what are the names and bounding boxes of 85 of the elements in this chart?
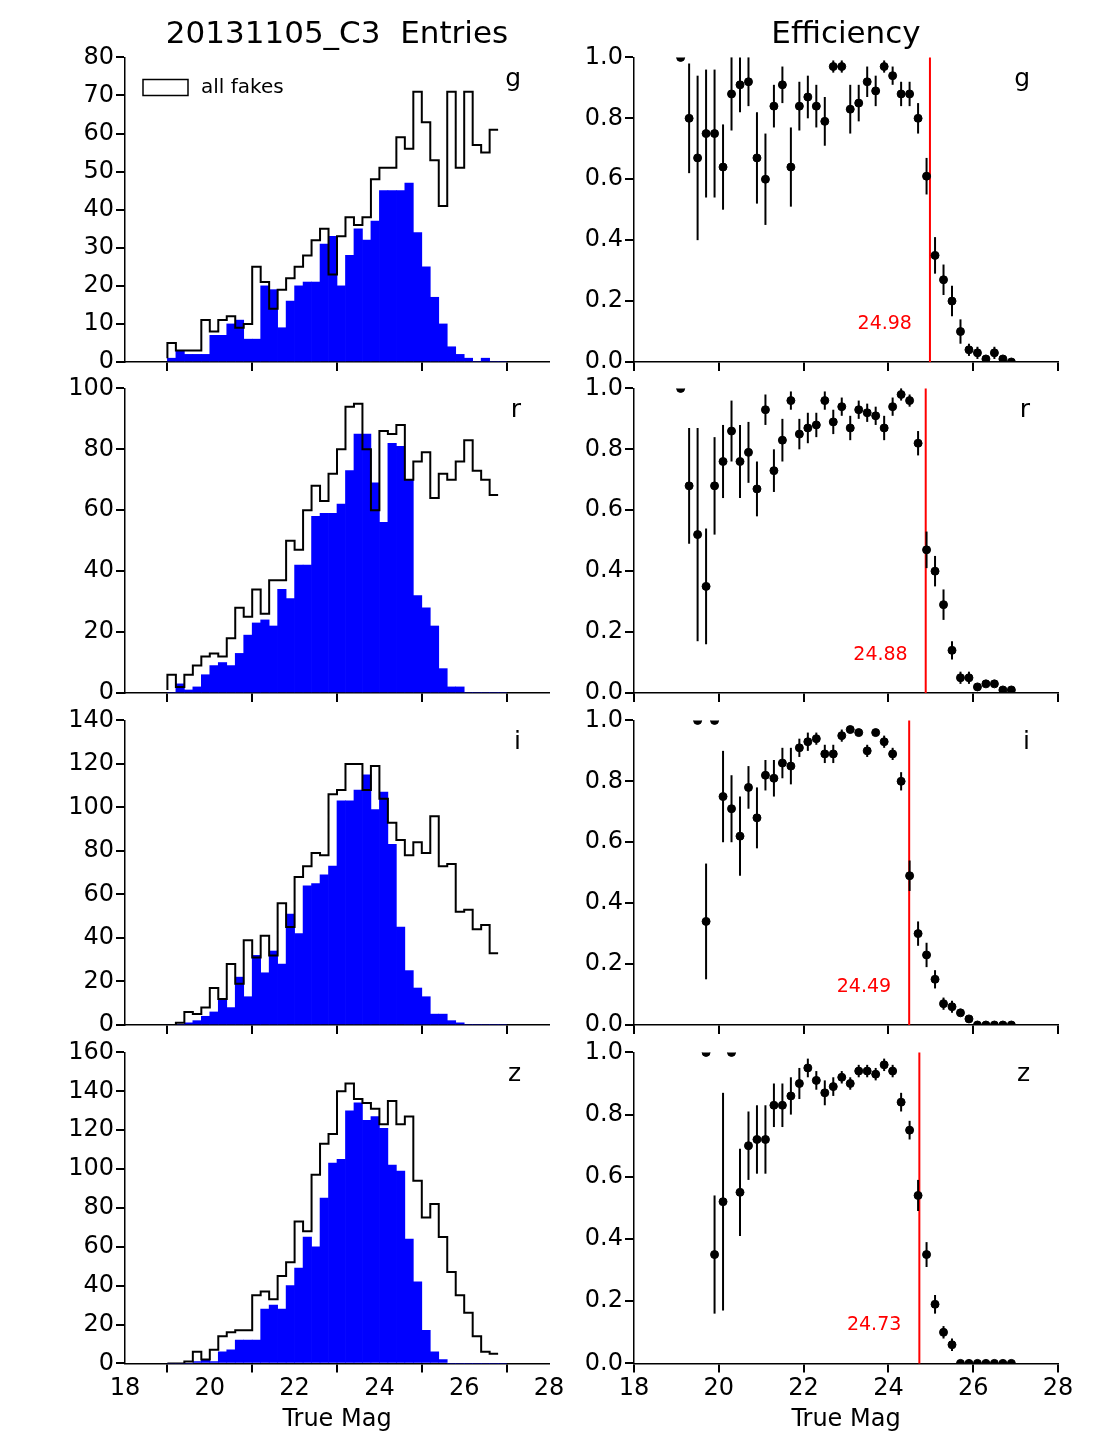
y-tick-label: 0.8: [584, 765, 623, 794]
x-tick-label: 18: [618, 1373, 650, 1402]
y-tick-label: 0.4: [584, 887, 623, 916]
y-tick-label: 100: [68, 791, 114, 820]
y-tick-label: 0.4: [584, 224, 623, 253]
y-tick-label: 10: [83, 308, 114, 337]
annotation: r: [510, 393, 522, 423]
y-tick-label: 0: [98, 1009, 114, 1038]
x-tick-label: 20: [194, 1373, 226, 1402]
y-tick-label: 20: [83, 270, 114, 299]
ref-line-label: 24.49: [836, 973, 892, 996]
y-tick-label: 20: [83, 1308, 114, 1337]
x-tick-label: 26: [448, 1373, 480, 1402]
y-tick-label: 100: [68, 372, 114, 401]
y-tick-label: 0: [98, 677, 114, 706]
x-tick-label: 28: [1042, 1373, 1074, 1402]
y-tick-label: 0.6: [584, 826, 623, 855]
y-tick-label: 1.0: [584, 372, 623, 401]
x-tick-label: 28: [533, 1373, 565, 1402]
y-tick-label: 120: [68, 1114, 114, 1143]
y-tick-label: 70: [83, 79, 114, 108]
y-tick-label: 0: [98, 1347, 114, 1376]
y-tick-label: 50: [83, 155, 114, 184]
y-tick-label: 0.4: [584, 1223, 623, 1252]
chart-title: 20131105_C3 Entries: [164, 14, 510, 50]
y-tick-label: 0.6: [584, 494, 623, 523]
x-tick-label: 22: [279, 1373, 310, 1402]
y-tick-label: 1.0: [584, 704, 623, 733]
y-tick-label: 100: [68, 1153, 114, 1182]
y-tick-label: 1.0: [584, 1036, 623, 1065]
y-tick-label: 160: [68, 1036, 114, 1065]
y-tick-label: 1.0: [584, 41, 623, 70]
y-tick-label: 0.6: [584, 1161, 623, 1190]
y-tick-label: 140: [68, 704, 114, 733]
y-tick-label: 0.0: [584, 1009, 623, 1038]
x-tick-label: 18: [109, 1373, 141, 1402]
y-tick-label: 40: [83, 1269, 114, 1298]
y-tick-label: 0.2: [584, 948, 623, 977]
annotation: i: [1023, 725, 1030, 755]
annotation: z: [1016, 1057, 1030, 1087]
y-tick-label: 80: [83, 835, 114, 864]
x-axis-title: True Mag: [790, 1403, 901, 1432]
x-axis-title: True Mag: [281, 1403, 392, 1432]
annotation: r: [1019, 393, 1031, 423]
y-tick-label: 60: [83, 878, 114, 907]
ref-line-label: 24.88: [853, 641, 908, 664]
y-tick-label: 0.0: [584, 346, 623, 375]
y-tick-label: 80: [83, 41, 114, 70]
annotation: g: [505, 62, 521, 92]
y-tick-label: 0.2: [584, 285, 623, 314]
x-tick-label: 24: [873, 1373, 904, 1402]
ref-line-label: 24.73: [846, 1312, 902, 1335]
x-tick-label: 22: [788, 1373, 819, 1402]
y-tick-label: 140: [68, 1075, 114, 1104]
annotation: i: [514, 725, 521, 755]
x-tick-label: 26: [957, 1373, 989, 1402]
y-tick-label: 60: [83, 117, 114, 146]
y-tick-label: 40: [83, 555, 114, 584]
x-tick-label: 24: [364, 1373, 395, 1402]
y-tick-label: 120: [68, 748, 114, 777]
ref-line-label: 24.98: [857, 310, 912, 333]
y-tick-label: 60: [83, 494, 114, 523]
x-tick-label: 20: [703, 1373, 735, 1402]
y-tick-label: 80: [83, 1192, 114, 1221]
y-tick-label: 0.6: [584, 163, 623, 192]
annotation: g: [1014, 62, 1030, 92]
y-tick-label: 0.8: [584, 1098, 623, 1127]
y-tick-label: 40: [83, 922, 114, 951]
y-tick-label: 20: [83, 616, 114, 645]
y-tick-label: 0: [98, 346, 114, 375]
y-tick-label: 20: [83, 965, 114, 994]
y-tick-label: 0.0: [584, 677, 623, 706]
y-tick-label: 0.8: [584, 433, 623, 462]
annotation: z: [507, 1057, 521, 1087]
y-tick-label: 0.2: [584, 1285, 623, 1314]
y-tick-label: 0.8: [584, 102, 623, 131]
y-tick-label: 30: [83, 232, 114, 261]
y-tick-label: 80: [83, 433, 114, 462]
y-tick-label: 60: [83, 1231, 114, 1260]
y-tick-label: 0.2: [584, 616, 623, 645]
y-tick-label: 0.4: [584, 555, 623, 584]
y-tick-label: 40: [83, 193, 114, 222]
y-tick-label: 0.0: [584, 1347, 623, 1376]
chart-title: Efficiency: [770, 14, 922, 50]
legend-label: all fakes: [201, 73, 284, 98]
